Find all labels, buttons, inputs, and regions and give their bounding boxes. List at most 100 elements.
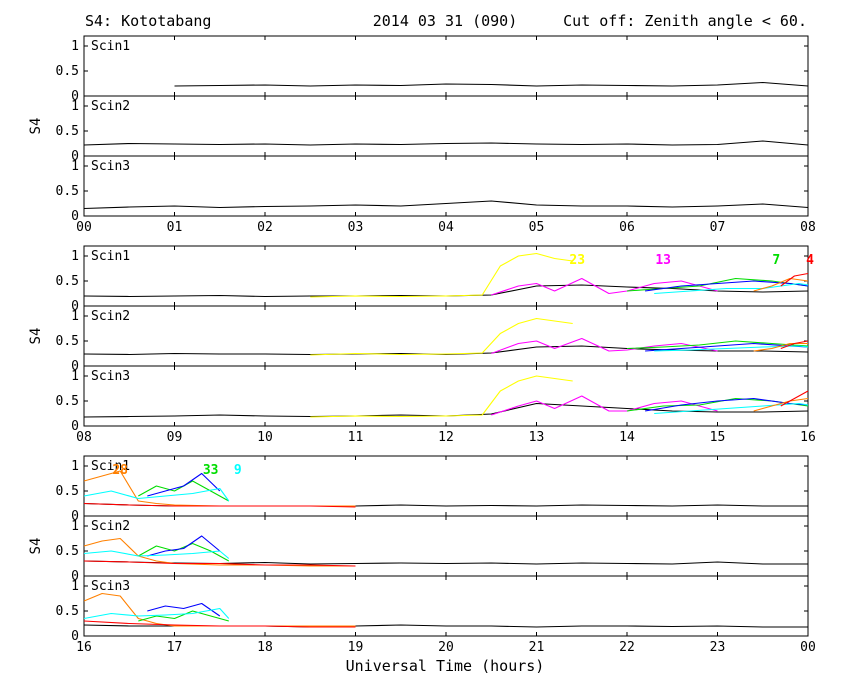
y-tick-label: 0.5 <box>56 604 79 619</box>
prn-label: 23 <box>569 253 585 268</box>
series-line-3-scin2 <box>138 542 230 562</box>
y-tick-label: 0.5 <box>56 274 79 289</box>
series-line-2-scin3 <box>310 375 573 418</box>
y-tick-label: 1 <box>71 39 79 54</box>
series-line-8-scin2 <box>780 340 809 350</box>
prn-label: 4 <box>806 253 814 268</box>
series-line-6-scin1 <box>654 282 809 295</box>
x-tick-label: 04 <box>438 220 454 235</box>
x-tick-label: 21 <box>529 640 545 655</box>
y-tick-label: 1 <box>71 519 79 534</box>
series-line-8-scin1 <box>780 272 809 287</box>
y-axis-label: S4 <box>28 328 44 345</box>
prn-label: 9 <box>234 463 242 478</box>
panel-label: Scin1 <box>91 249 130 264</box>
x-tick-label: 08 <box>76 430 92 445</box>
panel-frame <box>83 95 809 157</box>
x-tick-label: 15 <box>710 430 726 445</box>
panel-label: Scin3 <box>91 369 130 384</box>
series-line-2-scin3 <box>83 592 356 627</box>
x-tick-label: 16 <box>800 430 816 445</box>
x-tick-label: 09 <box>167 430 183 445</box>
series-line-7-scin3 <box>753 397 809 412</box>
y-tick-label: 1 <box>71 99 79 114</box>
y-tick-label: 0.5 <box>56 184 79 199</box>
x-tick-label: 11 <box>348 430 364 445</box>
panel-scin3: 0 0.5 1 Scin3 <box>56 155 809 224</box>
series-line-4-scin2 <box>147 535 221 557</box>
y-tick-label: 0.5 <box>56 334 79 349</box>
panel-scin1: 0 0.5 1 Scin1 <box>56 245 809 314</box>
y-tick-label: 0.5 <box>56 394 79 409</box>
y-tick-label: 0 <box>71 419 79 434</box>
y-tick-label: 1 <box>71 459 79 474</box>
plot-group-1: 0 0.5 1 Scin1 0 0.5 1 Scin2 S4 0 0.5 1 Scin3 00 01 02 03… <box>28 35 816 235</box>
x-axis-label: Universal Time (hours) <box>346 657 545 675</box>
series-line-5-scin2 <box>83 550 230 559</box>
plot-group-2: 0 0.5 1 Scin1 0 0.5 1 Scin2 S4 0 0.5 1 Scin3 08 09 10 11… <box>28 245 816 445</box>
series-line-6-scin1 <box>83 502 356 508</box>
x-tick-label: 19 <box>348 640 364 655</box>
x-tick-label: 01 <box>167 220 183 235</box>
panel-scin3: 0 0.5 1 Scin3 <box>56 365 809 434</box>
y-tick-label: 0 <box>71 299 79 314</box>
prn-label: 13 <box>655 253 671 268</box>
y-tick-label: 0.5 <box>56 124 79 139</box>
y-tick-label: 1 <box>71 309 79 324</box>
y-tick-label: 0 <box>71 359 79 374</box>
x-tick-label: 12 <box>438 430 454 445</box>
y-tick-label: 0 <box>71 149 79 164</box>
panel-frame <box>83 245 809 307</box>
station-title: S4: Kototabang <box>85 12 211 30</box>
series-line-3-scin1 <box>138 480 230 502</box>
date-label: 2014 03 31 (090) <box>373 12 518 30</box>
panel-scin2: 0 0.5 1 Scin2 S4 <box>28 305 809 374</box>
x-tick-label: 17 <box>167 640 183 655</box>
series-line-3-scin2 <box>491 337 718 355</box>
prn-label: 28 <box>112 463 128 478</box>
panel-label: Scin1 <box>91 459 130 474</box>
panel-label: Scin2 <box>91 519 130 534</box>
series-line-8-scin3 <box>780 390 809 407</box>
panel-frame <box>83 35 809 97</box>
series-line-4-scin1 <box>147 472 221 497</box>
panel-label: Scin3 <box>91 159 130 174</box>
x-tick-label: 07 <box>710 220 726 235</box>
cutoff-label: Cut off: Zenith angle < 60. <box>563 12 807 30</box>
panel-frame <box>83 455 809 517</box>
y-tick-label: 0 <box>71 509 79 524</box>
x-tick-label: 00 <box>76 220 92 235</box>
x-tick-label: 16 <box>76 640 92 655</box>
x-tick-label: 06 <box>619 220 635 235</box>
y-tick-label: 0 <box>71 209 79 224</box>
panel-label: Scin3 <box>91 579 130 594</box>
series-line-6-scin3 <box>83 620 356 628</box>
series-line-3-scin1 <box>491 277 718 296</box>
y-axis-label: S4 <box>28 538 44 555</box>
series-line-7-scin1 <box>753 277 809 292</box>
y-tick-label: 1 <box>71 579 79 594</box>
plot-group-3: 0 0.5 1 Scin1 0 0.5 1 Scin2 S4 0 0.5 1 Scin3 16 17 18 19… <box>28 455 816 655</box>
series-line-6-scin2 <box>83 560 356 567</box>
x-tick-label: 00 <box>800 640 816 655</box>
x-tick-label: 23 <box>710 640 726 655</box>
series-line-2-scin2 <box>83 140 809 146</box>
series-line-6-scin3 <box>654 402 809 415</box>
y-axis-label: S4 <box>28 118 44 135</box>
x-tick-label: 08 <box>800 220 816 235</box>
panel-frame <box>83 305 809 367</box>
series-line-2-scin2 <box>310 317 573 356</box>
x-tick-label: 05 <box>529 220 545 235</box>
prn-label: 7 <box>772 253 780 268</box>
x-tick-label: 03 <box>348 220 364 235</box>
series-line-4-scin3 <box>147 602 221 617</box>
x-tick-label: 18 <box>257 640 273 655</box>
panel-scin1: 0 0.5 1 Scin1 <box>56 455 809 524</box>
series-line-2-scin3 <box>83 200 809 210</box>
prn-label: 33 <box>203 463 219 478</box>
panel-label: Scin2 <box>91 309 130 324</box>
panel-scin2: 0 0.5 1 Scin2 S4 <box>28 515 809 584</box>
panel-frame <box>83 515 809 577</box>
series-line-5-scin1 <box>83 487 230 502</box>
y-tick-label: 0 <box>71 629 79 644</box>
